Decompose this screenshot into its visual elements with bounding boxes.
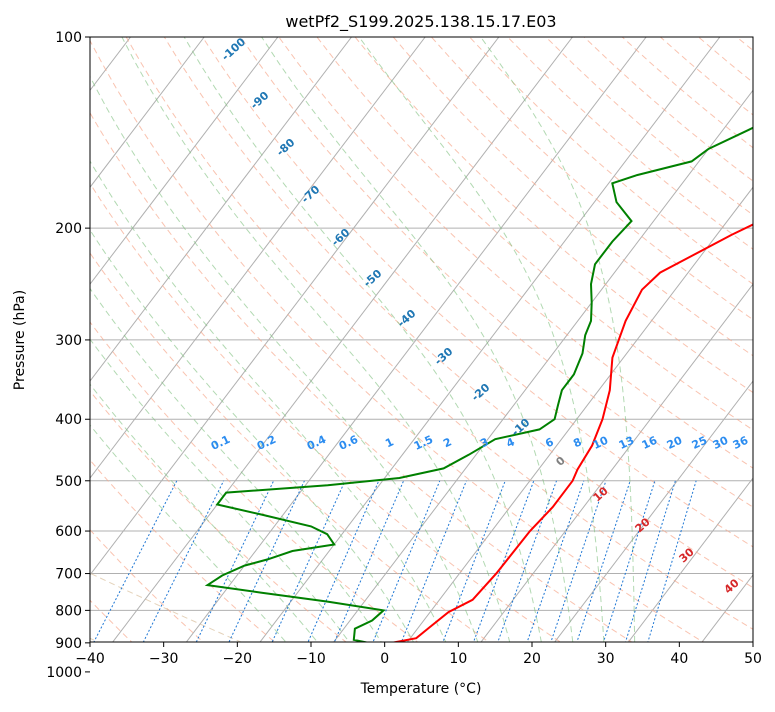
y-tick-label: 800: [55, 603, 82, 619]
x-tick-label: 50: [744, 651, 762, 667]
x-tick-label: −10: [296, 651, 326, 667]
y-axis-label: Pressure (hPa): [12, 290, 28, 390]
isotherm-line: [0, 37, 57, 685]
y-tick-label: 600: [55, 524, 82, 540]
x-tick-label: 30: [597, 651, 615, 667]
y-tick-label: 400: [55, 412, 82, 428]
x-tick-label: 10: [449, 651, 467, 667]
y-tick-label: 900: [55, 636, 82, 652]
y-tick-label: 200: [55, 221, 82, 237]
x-tick-label: −30: [149, 651, 179, 667]
y-tick-label: 100: [55, 30, 82, 46]
chart-title: wetPf2_S199.2025.138.15.17.E03: [285, 12, 556, 32]
x-tick-label: 0: [380, 651, 389, 667]
y-tick-label: 500: [55, 474, 82, 490]
x-tick-label: −20: [223, 651, 253, 667]
y-tick-label: 300: [55, 333, 82, 349]
x-axis-label: Temperature (°C): [360, 681, 482, 697]
x-tick-label: 40: [670, 651, 688, 667]
y-tick-label: 1000: [46, 665, 82, 681]
x-tick-label: 20: [523, 651, 541, 667]
y-tick-label: 700: [55, 567, 82, 583]
